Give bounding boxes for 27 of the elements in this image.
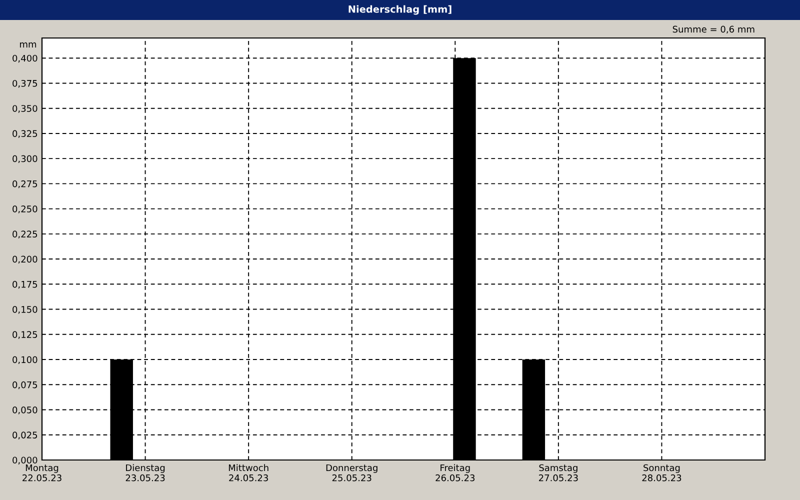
y-tick-label: 0,250 xyxy=(12,206,38,214)
y-axis-title: mm xyxy=(20,42,36,48)
y-tick-label: 0,025 xyxy=(12,432,38,440)
y-tick-label: 0,125 xyxy=(12,331,38,339)
y-tick-label: 0,200 xyxy=(12,256,38,264)
x-tick-label: Donnerstag 25.05.23 xyxy=(326,464,378,482)
x-tick-label: Dienstag 23.05.23 xyxy=(126,464,165,482)
chart-title: Niederschlag [mm] xyxy=(348,5,452,15)
y-tick-label: 0,100 xyxy=(12,356,38,364)
y-tick-label: 0,325 xyxy=(12,130,38,138)
x-tick-label: Mittwoch 24.05.23 xyxy=(228,464,268,482)
text: Summe = 0,6 mm xyxy=(672,26,754,34)
y-tick-label: 0,300 xyxy=(12,155,38,164)
x-tick-label: Montag 22.05.23 xyxy=(22,464,62,482)
y-tick-label: 0,225 xyxy=(12,230,38,238)
x-tick-label: Sonntag 28.05.23 xyxy=(642,464,682,482)
y-tick-label: 0,400 xyxy=(12,54,38,63)
y-tick-label: 0,275 xyxy=(12,180,38,188)
x-tick-label: Samstag 27.05.23 xyxy=(538,464,578,482)
y-tick-label: 0,350 xyxy=(12,105,38,113)
y-tick-label: 0,175 xyxy=(12,280,38,289)
y-tick-label: 0,075 xyxy=(12,381,38,390)
x-tick-label: Freitag 26.05.23 xyxy=(436,464,475,482)
y-tick-label: 0,000 xyxy=(12,456,38,464)
y-tick-label: 0,150 xyxy=(12,306,38,314)
y-tick-label: 0,375 xyxy=(12,80,38,88)
y-tick-label: 0,050 xyxy=(12,406,38,414)
